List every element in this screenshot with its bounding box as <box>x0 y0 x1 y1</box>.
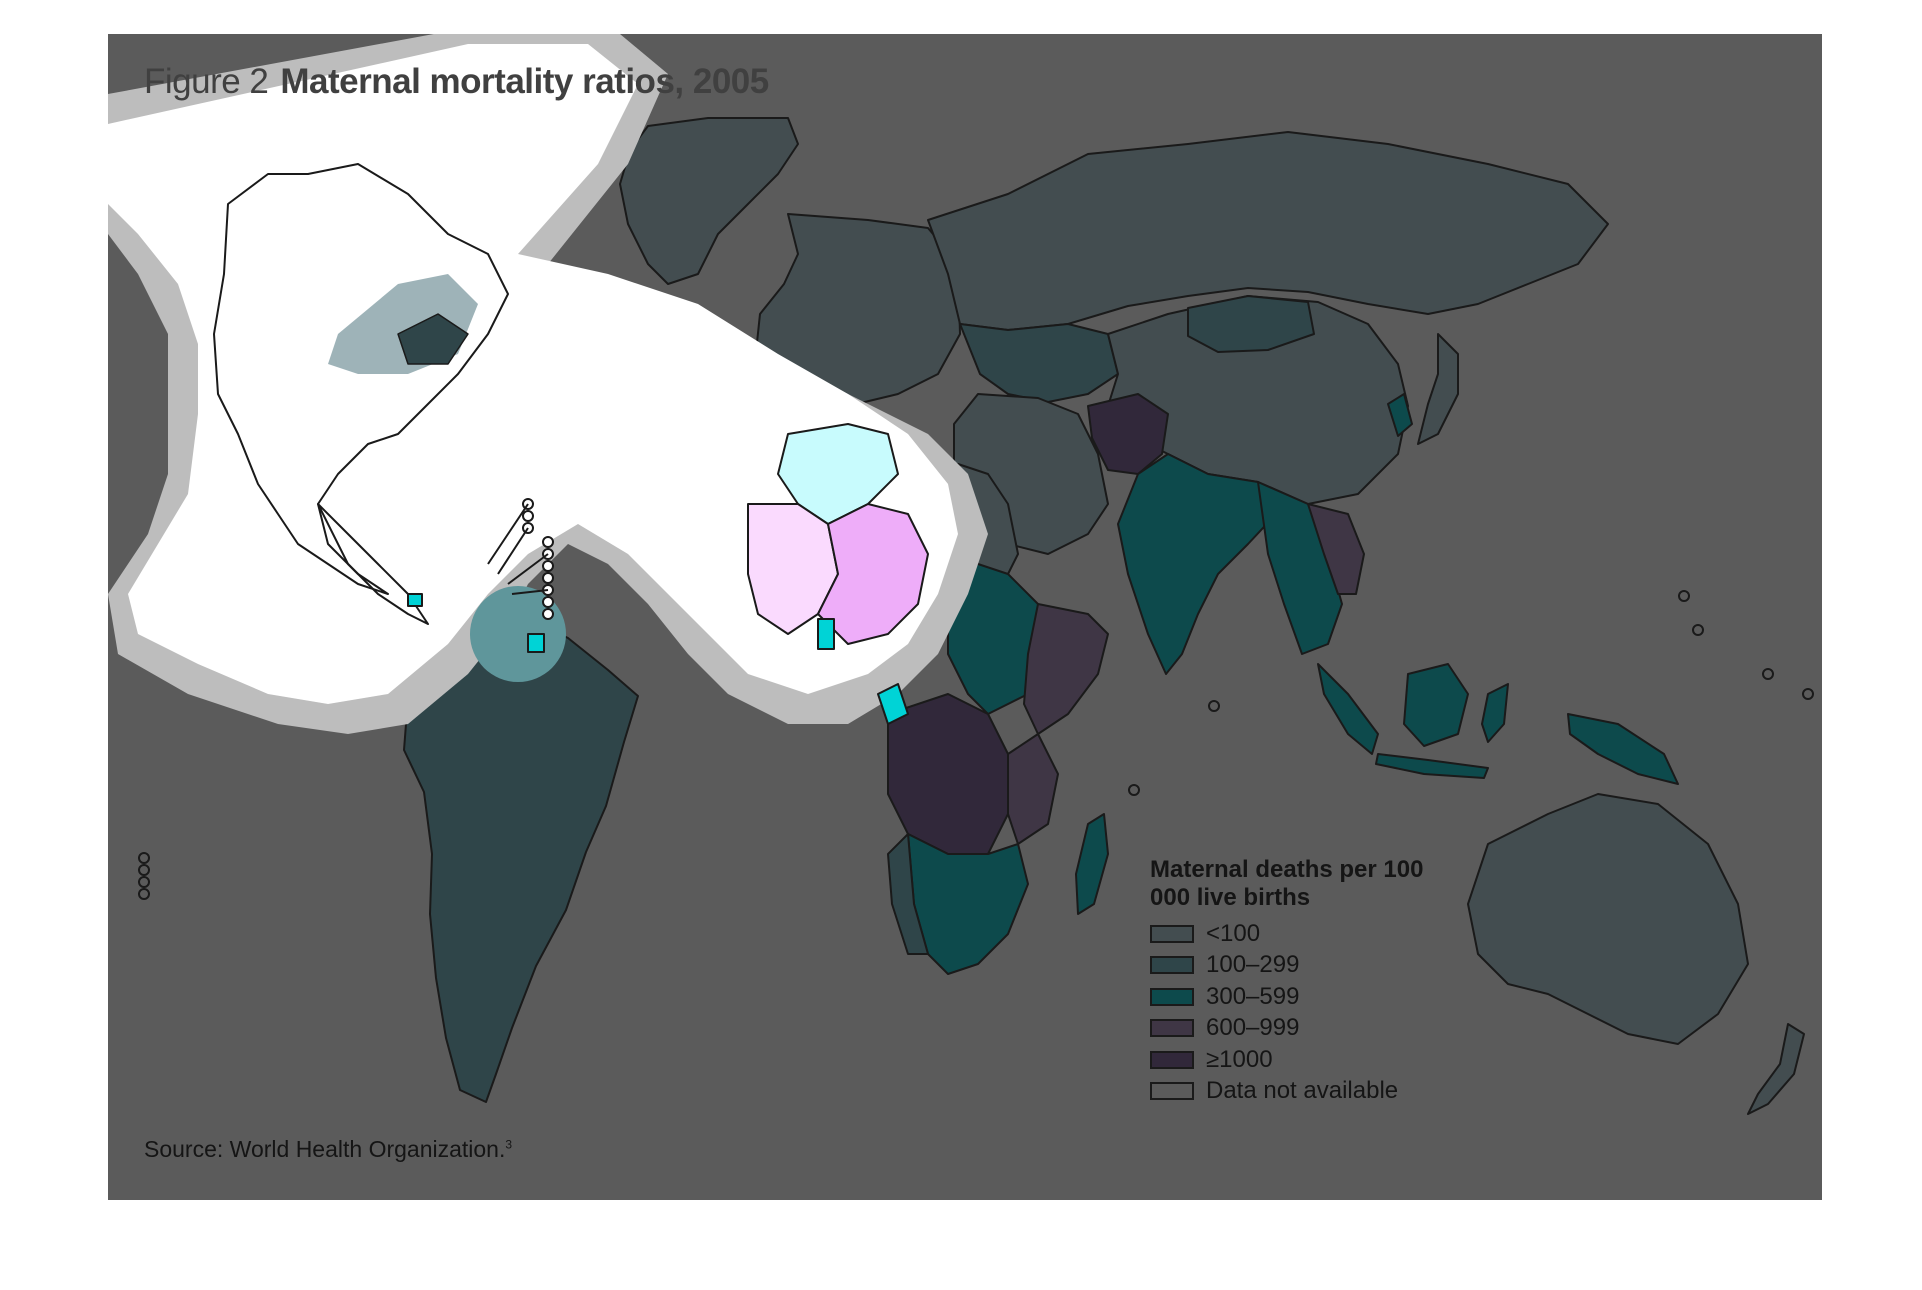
figure-title: Figure 2 Maternal mortality ratios, 2005 <box>144 62 769 102</box>
south-central-asia <box>1087 393 1169 475</box>
world-map <box>108 34 1814 1115</box>
legend-item-gte1000: ≥1000 <box>1150 1044 1440 1076</box>
legend-swatch-gte1000 <box>1150 1050 1194 1069</box>
horn-of-africa <box>1023 603 1109 735</box>
java <box>1375 753 1489 779</box>
namibia-region <box>887 833 929 955</box>
south-america <box>403 605 639 1103</box>
legend-swatch-no-data <box>1150 1082 1194 1101</box>
source-note: Source: World Health Organization.3 <box>144 1136 512 1163</box>
legend-label-lt100: <100 <box>1206 919 1261 947</box>
korea <box>1387 393 1413 437</box>
india <box>1117 453 1277 675</box>
legend-item-100-299: 100–299 <box>1150 950 1440 982</box>
japan <box>1417 333 1459 445</box>
legend-label-gte1000: ≥1000 <box>1206 1045 1273 1073</box>
legend-swatch-600-999 <box>1150 1019 1194 1038</box>
legend: Maternal deaths per 100 000 live births … <box>1150 856 1440 1107</box>
guyana-aqua <box>527 633 545 653</box>
central-asia <box>959 323 1119 403</box>
legend-item-no-data: Data not available <box>1150 1076 1440 1108</box>
highlight-overlay <box>108 34 988 734</box>
legend-swatch-lt100 <box>1150 924 1194 943</box>
gabon-aqua <box>877 683 909 725</box>
ghana-aqua <box>817 618 835 650</box>
pacific-island-markers <box>138 590 1814 900</box>
legend-label-100-299: 100–299 <box>1206 951 1300 979</box>
australia <box>1467 793 1749 1045</box>
east-africa-south <box>1007 733 1059 845</box>
legend-items: <100 100–299 300–599 600–999 ≥1000 Data … <box>1150 918 1440 1107</box>
great-lakes <box>397 313 469 365</box>
greenland <box>619 117 799 285</box>
legend-swatch-100-299 <box>1150 956 1194 975</box>
west-africa-magenta <box>817 503 929 645</box>
source-text: Source: World Health Organization. <box>144 1136 506 1162</box>
madagascar <box>1075 813 1109 915</box>
new-zealand <box>1747 1023 1805 1115</box>
highlight-teal-sa <box>470 586 566 682</box>
highlight-white <box>108 44 958 704</box>
legend-item-300-599: 300–599 <box>1150 981 1440 1013</box>
legend-label-300-599: 300–599 <box>1206 982 1300 1010</box>
central-america-outline <box>317 503 429 625</box>
legend-item-600-999: 600–999 <box>1150 1013 1440 1045</box>
new-guinea <box>1567 713 1679 785</box>
sumatra <box>1317 663 1379 755</box>
legend-item-lt100: <100 <box>1150 918 1440 950</box>
central-africa <box>887 693 1009 855</box>
figure-label: Figure 2 <box>144 62 269 101</box>
caribbean-markers <box>487 498 554 620</box>
source-ref: 3 <box>505 1137 513 1152</box>
sulawesi <box>1481 683 1509 743</box>
nicaragua-aqua <box>407 593 423 607</box>
mongolia <box>1187 295 1315 353</box>
legend-title: Maternal deaths per 100 000 live births <box>1150 856 1424 911</box>
indochina <box>1307 503 1365 595</box>
figure-name: Maternal mortality ratios, 2005 <box>280 62 769 101</box>
map-panel <box>108 34 1822 1200</box>
north-america-outline <box>213 163 509 595</box>
borneo <box>1403 663 1469 747</box>
legend-label-no-data: Data not available <box>1206 1077 1399 1105</box>
legend-swatch-300-599 <box>1150 987 1194 1006</box>
legend-label-600-999: 600–999 <box>1206 1014 1300 1042</box>
